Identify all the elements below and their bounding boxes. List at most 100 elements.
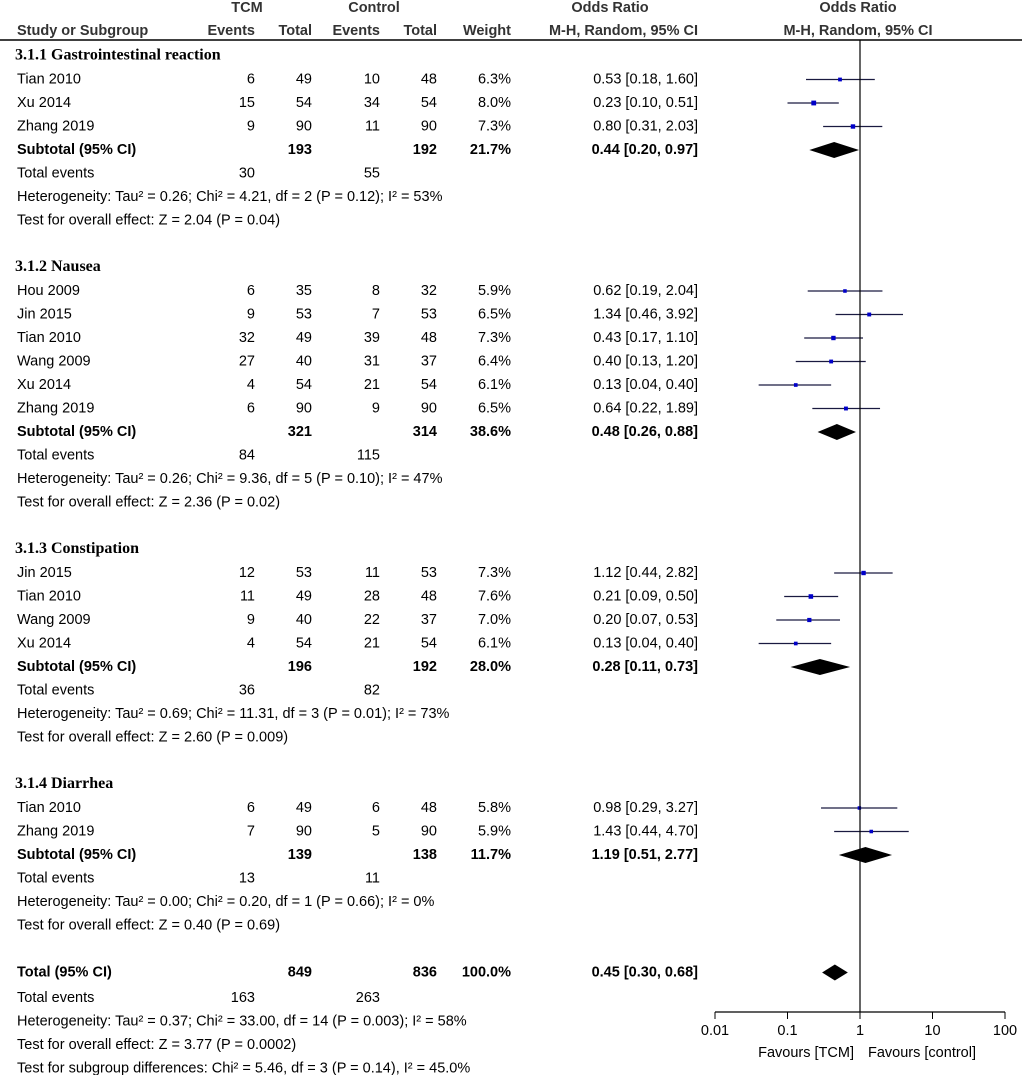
total: 90: [296, 118, 312, 134]
ci-label: 0.64 [0.22, 1.89]: [593, 400, 698, 416]
events: 5: [372, 823, 380, 839]
subgroup-title: 3.1.4 Diarrhea: [15, 775, 113, 792]
total: 40: [296, 612, 312, 628]
events: 8: [372, 283, 380, 299]
subtotal-total: 836: [413, 964, 437, 980]
weight: 5.9%: [478, 823, 511, 839]
events: 9: [372, 400, 380, 416]
summary-diamond: [790, 659, 851, 675]
weight: 6.4%: [478, 353, 511, 369]
weight: 6.5%: [478, 306, 511, 322]
events: 13: [239, 870, 255, 886]
study-name: Zhang 2019: [17, 823, 94, 839]
ci-label: 0.21 [0.09, 0.50]: [593, 588, 698, 604]
subtotal-total: 314: [413, 424, 437, 440]
header-col: M-H, Random, 95% CI: [549, 23, 698, 39]
total: 54: [421, 377, 437, 393]
subtotal-weight: 11.7%: [471, 847, 511, 863]
total: 54: [421, 95, 437, 111]
study-name: Zhang 2019: [17, 400, 94, 416]
events: 21: [364, 635, 380, 651]
weight: 6.1%: [478, 377, 511, 393]
subtotal-weight: 38.6%: [470, 424, 511, 440]
summary-diamond: [822, 964, 848, 981]
study-marker: [829, 359, 834, 364]
events: 10: [364, 71, 380, 87]
subtotal-label: Subtotal (95% CI): [17, 424, 136, 440]
weight: 7.3%: [478, 330, 511, 346]
header-study: Study or Subgroup: [17, 23, 148, 39]
events: 30: [239, 165, 255, 181]
study-name: Tian 2010: [17, 800, 81, 816]
subtotal-ci: 0.48 [0.26, 0.88]: [592, 424, 699, 440]
total: 90: [421, 823, 437, 839]
study-name: Jin 2015: [17, 306, 72, 322]
weight: 6.1%: [478, 635, 511, 651]
events: 15: [239, 95, 255, 111]
header-col: M-H, Random, 95% CI: [783, 23, 932, 39]
header-col: Events: [207, 23, 255, 39]
events: 36: [239, 682, 255, 698]
subgroup-title: 3.1.3 Constipation: [15, 540, 139, 557]
subtotal-total: 139: [288, 847, 312, 863]
events: 6: [247, 283, 255, 299]
events: 84: [239, 447, 255, 463]
subtotal-total: 193: [288, 142, 312, 158]
subtotal-label: Subtotal (95% CI): [17, 142, 136, 158]
total: 53: [296, 565, 312, 581]
subgroup-differences: Test for subgroup differences: Chi² = 5.…: [17, 1061, 470, 1075]
study-marker: [793, 383, 798, 387]
study-marker: [811, 100, 817, 106]
events: 7: [372, 306, 380, 322]
study-marker: [857, 806, 862, 810]
total: 48: [421, 588, 437, 604]
x-tick-label: 100: [993, 1023, 1017, 1039]
total: 32: [421, 283, 437, 299]
subgroup-title: 3.1.1 Gastrointestinal reaction: [15, 47, 221, 64]
events: 263: [356, 990, 380, 1006]
subgroup-title: 3.1.2 Nausea: [15, 258, 101, 275]
subtotal-weight: 21.7%: [470, 142, 511, 158]
subtotal-total: 849: [288, 964, 312, 980]
ci-label: 0.80 [0.31, 2.03]: [593, 118, 698, 134]
ci-label: 0.40 [0.13, 1.20]: [593, 353, 698, 369]
events: 21: [364, 377, 380, 393]
study-name: Xu 2014: [17, 635, 71, 651]
overall-effect: Test for overall effect: Z = 2.60 (P = 0…: [17, 729, 288, 745]
study-marker: [843, 289, 847, 293]
events: 163: [231, 990, 255, 1006]
study-marker: [869, 829, 874, 834]
events: 27: [239, 353, 255, 369]
subtotal-weight: 28.0%: [470, 659, 511, 675]
header-group: Control: [348, 0, 400, 16]
subtotal-total: 192: [413, 142, 437, 158]
weight: 7.0%: [478, 612, 511, 628]
subtotal-weight: 100.0%: [462, 964, 511, 980]
ci-label: 0.43 [0.17, 1.10]: [593, 330, 698, 346]
overall-effect: Test for overall effect: Z = 2.36 (P = 0…: [17, 494, 280, 510]
events: 82: [364, 682, 380, 698]
events: 31: [364, 353, 380, 369]
x-tick-label: 1: [856, 1023, 864, 1039]
events: 4: [247, 377, 255, 393]
study-marker: [793, 641, 798, 646]
study-marker: [861, 570, 866, 576]
ci-label: 0.62 [0.19, 2.04]: [593, 283, 698, 299]
header-col: Total: [278, 23, 312, 39]
weight: 7.3%: [478, 118, 511, 134]
heterogeneity: Heterogeneity: Tau² = 0.26; Chi² = 4.21,…: [17, 189, 443, 205]
x-tick-label: 10: [924, 1023, 940, 1039]
events: 11: [365, 565, 380, 581]
study-marker: [831, 335, 836, 341]
weight: 5.9%: [478, 283, 511, 299]
total: 90: [421, 118, 437, 134]
events: 9: [247, 612, 255, 628]
header-col: Total: [403, 23, 437, 39]
ci-label: 0.53 [0.18, 1.60]: [593, 71, 698, 87]
total: 37: [421, 353, 437, 369]
header-col: Weight: [463, 23, 511, 39]
total: 49: [296, 71, 312, 87]
events: 9: [247, 306, 255, 322]
events: 4: [247, 635, 255, 651]
header-group: TCM: [231, 0, 262, 16]
